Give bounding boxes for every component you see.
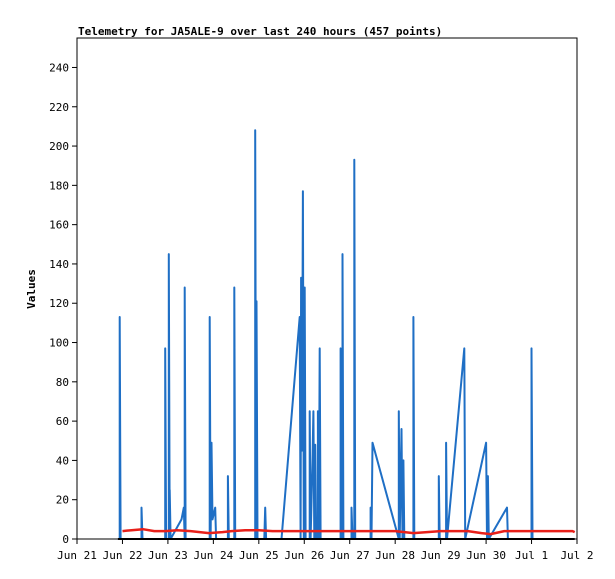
x-tick-label: Jun 25 (239, 549, 279, 562)
y-tick-label: 160 (49, 219, 69, 232)
y-axis-label: Values (25, 269, 38, 309)
x-tick-label: Jun 23 (148, 549, 188, 562)
x-tick-label: Jun 24 (193, 549, 233, 562)
y-tick-label: 200 (49, 140, 69, 153)
y-axis: 0 20 40 60 80 100 120 140 160 180 200 220 240 (49, 61, 77, 546)
x-tick-label: Jun 30 (466, 549, 506, 562)
y-tick-label: 120 (49, 297, 69, 310)
chart-title: Telemetry for JA5ALE-9 over last 240 hou… (78, 25, 442, 38)
x-tick-label: Jul 2 (560, 549, 593, 562)
x-axis: Jun 21 Jun 22 Jun 23 Jun 24 Jun 25 Jun 26 Jun … (57, 539, 594, 562)
y-tick-label: 60 (56, 415, 69, 428)
y-tick-label: 220 (49, 101, 69, 114)
y-tick-label: 140 (49, 258, 69, 271)
x-tick-label: Jun 26 (284, 549, 324, 562)
x-tick-label: Jun 22 (103, 549, 143, 562)
x-tick-label: Jun 21 (57, 549, 97, 562)
y-tick-label: 240 (49, 61, 69, 74)
y-tick-label: 0 (62, 533, 69, 546)
x-tick-label: Jun 29 (421, 549, 461, 562)
y-tick-label: 80 (56, 376, 69, 389)
y-tick-label: 100 (49, 337, 69, 350)
plot-frame (76, 37, 578, 540)
y-tick-label: 20 (56, 494, 69, 507)
x-tick-label: Jun 28 (375, 549, 415, 562)
series-layer (117, 129, 576, 540)
series-line-red (122, 527, 576, 536)
x-tick-label: Jun 27 (330, 549, 370, 562)
y-tick-label: 180 (49, 179, 69, 192)
x-tick-label: Jul 1 (515, 549, 548, 562)
y-tick-label: 40 (56, 454, 69, 467)
series-line-blue (118, 129, 534, 540)
